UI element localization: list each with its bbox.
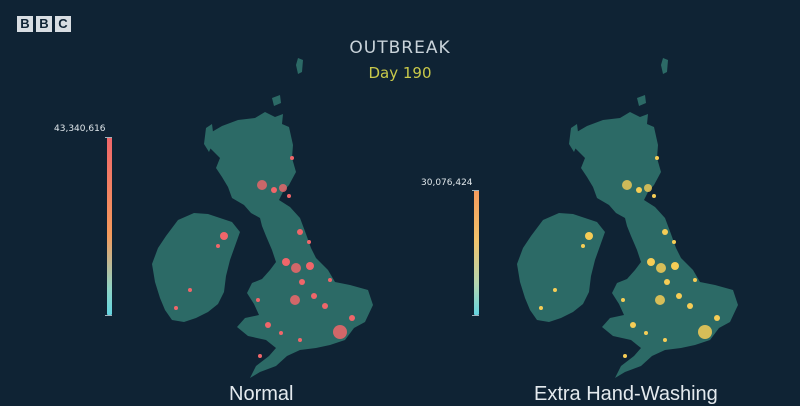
outbreak-dots-handwashing (539, 156, 720, 358)
scale-max-handwashing: 30,076,424 (421, 178, 473, 188)
scale-max-normal: 43,340,616 (54, 124, 106, 134)
scale-tick-top-normal (105, 137, 112, 138)
map-handwashing (517, 58, 738, 378)
map-normal (152, 58, 373, 378)
color-scale-handwashing (474, 190, 479, 315)
bbc-logo: B B C (17, 16, 71, 32)
day-counter: Day 190 (368, 64, 432, 82)
scale-tick-bottom-normal (105, 315, 112, 316)
color-scale-normal (107, 137, 112, 315)
panel-label-handwashing: Extra Hand-Washing (534, 383, 718, 405)
logo-letter-b2: B (36, 16, 52, 32)
logo-letter-c: C (55, 16, 71, 32)
panel-label-normal: Normal (229, 383, 294, 405)
outbreak-dots-normal (174, 156, 355, 358)
outbreak-title: OUTBREAK (349, 38, 451, 58)
scale-tick-top-handwashing (472, 190, 479, 191)
logo-letter-b1: B (17, 16, 33, 32)
scale-tick-bottom-handwashing (472, 315, 479, 316)
